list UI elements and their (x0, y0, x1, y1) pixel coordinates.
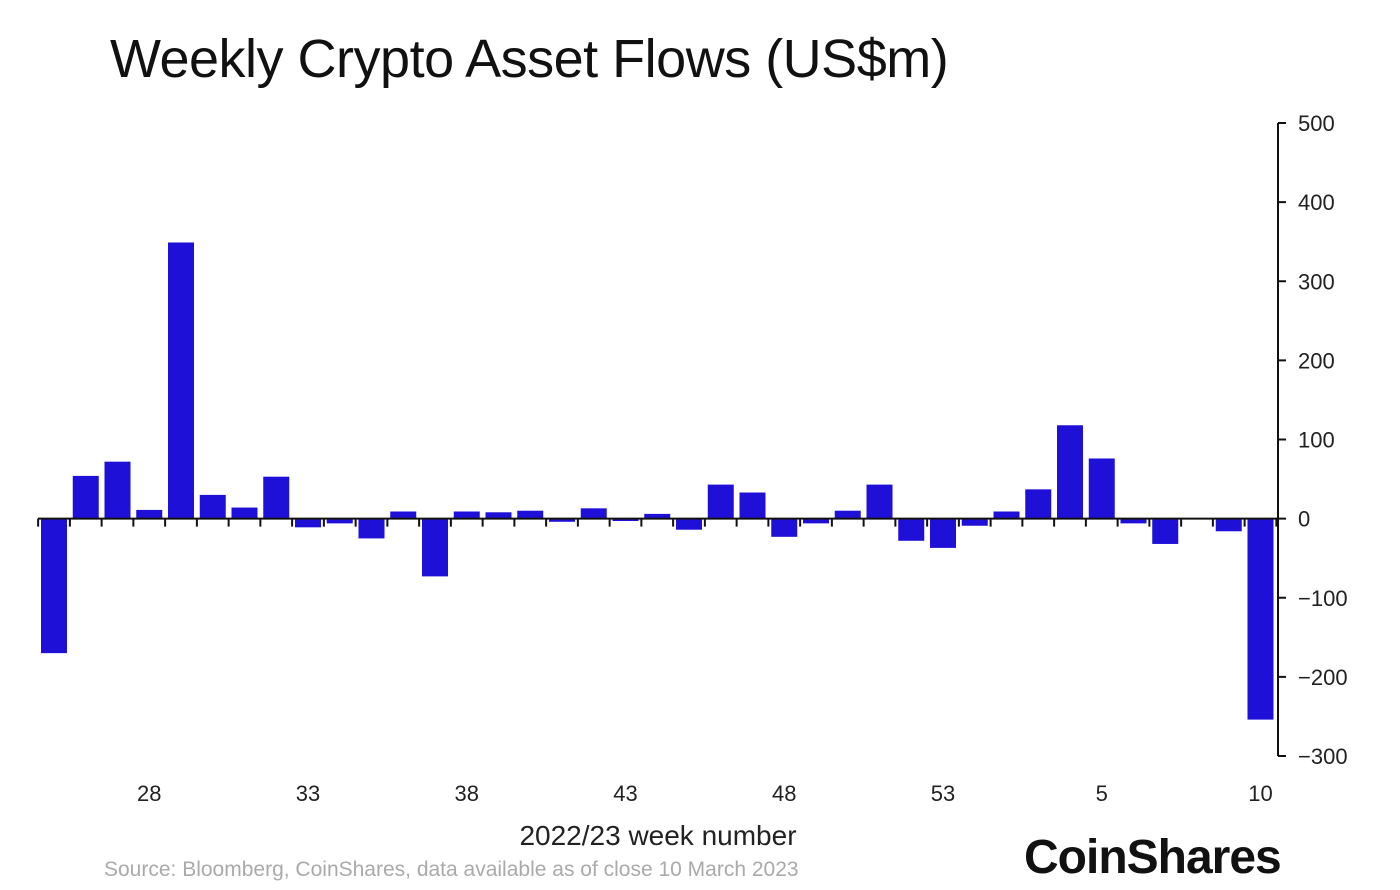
bar-50 (834, 510, 861, 519)
bar-5 (1088, 458, 1115, 519)
bar-35 (358, 518, 385, 539)
x-tick-label: 33 (296, 781, 320, 806)
bar-44 (644, 513, 671, 519)
y-tick-label: −200 (1298, 665, 1348, 690)
bar-31 (231, 507, 258, 519)
x-tick-label: 10 (1248, 781, 1272, 806)
bar-36 (390, 511, 417, 519)
bar-34 (326, 518, 353, 524)
bar-26 (72, 475, 99, 519)
bar-45 (676, 518, 702, 530)
x-tick-label: 38 (455, 781, 479, 806)
bar-2 (993, 511, 1020, 519)
bar-29 (168, 242, 194, 519)
bar-3 (1025, 489, 1052, 519)
bar-37 (422, 518, 448, 577)
y-tick-label: 500 (1298, 111, 1335, 136)
chart-title: Weekly Crypto Asset Flows (US$m) (110, 29, 949, 89)
y-tick-label: −300 (1298, 744, 1348, 769)
y-tick-label: 300 (1298, 269, 1335, 294)
bar-47 (739, 492, 766, 519)
bar-43 (612, 518, 639, 521)
bar-10 (1247, 518, 1274, 720)
bar-52 (898, 518, 925, 541)
bar-4 (1057, 425, 1083, 519)
bar-38 (453, 511, 480, 519)
coinshares-logo: CoinShares (1024, 831, 1282, 884)
bar-7 (1152, 518, 1179, 544)
bar-25 (41, 518, 67, 654)
bar-32 (263, 476, 290, 519)
bar-42 (580, 508, 607, 519)
y-tick-label: 0 (1298, 507, 1310, 532)
x-tick-label: 28 (137, 781, 161, 806)
bar-27 (104, 461, 131, 519)
bar-48 (771, 518, 798, 537)
x-tick-label: 5 (1096, 781, 1108, 806)
bar-28 (136, 509, 163, 519)
x-tick-label: 43 (613, 781, 637, 806)
source-note: Source: Bloomberg, CoinShares, data avai… (104, 858, 799, 881)
y-tick-label: 200 (1298, 348, 1335, 373)
bar-9 (1215, 518, 1242, 532)
bar-39 (485, 512, 512, 519)
bar-51 (866, 484, 893, 519)
bar-46 (707, 484, 734, 519)
bar-40 (517, 510, 544, 519)
bar-33 (295, 518, 321, 528)
bar-49 (803, 518, 829, 524)
y-tick-label: 400 (1298, 190, 1335, 215)
bar-41 (549, 518, 575, 522)
bar-6 (1120, 518, 1147, 524)
bar-53 (930, 518, 956, 548)
y-tick-label: −100 (1298, 586, 1348, 611)
bar-1 (961, 518, 988, 526)
x-tick-label: 53 (931, 781, 955, 806)
x-tick-label: 48 (772, 781, 796, 806)
bar-30 (199, 494, 226, 519)
y-tick-label: 100 (1298, 428, 1335, 453)
x-axis-label: 2022/23 week number (519, 820, 797, 851)
